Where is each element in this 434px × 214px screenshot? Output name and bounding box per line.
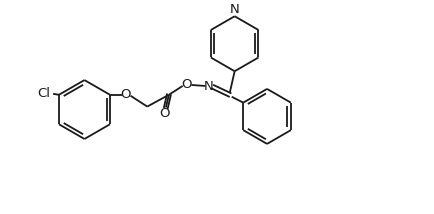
Text: N: N <box>203 80 213 94</box>
Text: Cl: Cl <box>37 87 50 100</box>
Text: O: O <box>120 88 131 101</box>
Text: O: O <box>181 79 192 91</box>
Text: O: O <box>160 107 170 120</box>
Text: N: N <box>230 3 240 16</box>
